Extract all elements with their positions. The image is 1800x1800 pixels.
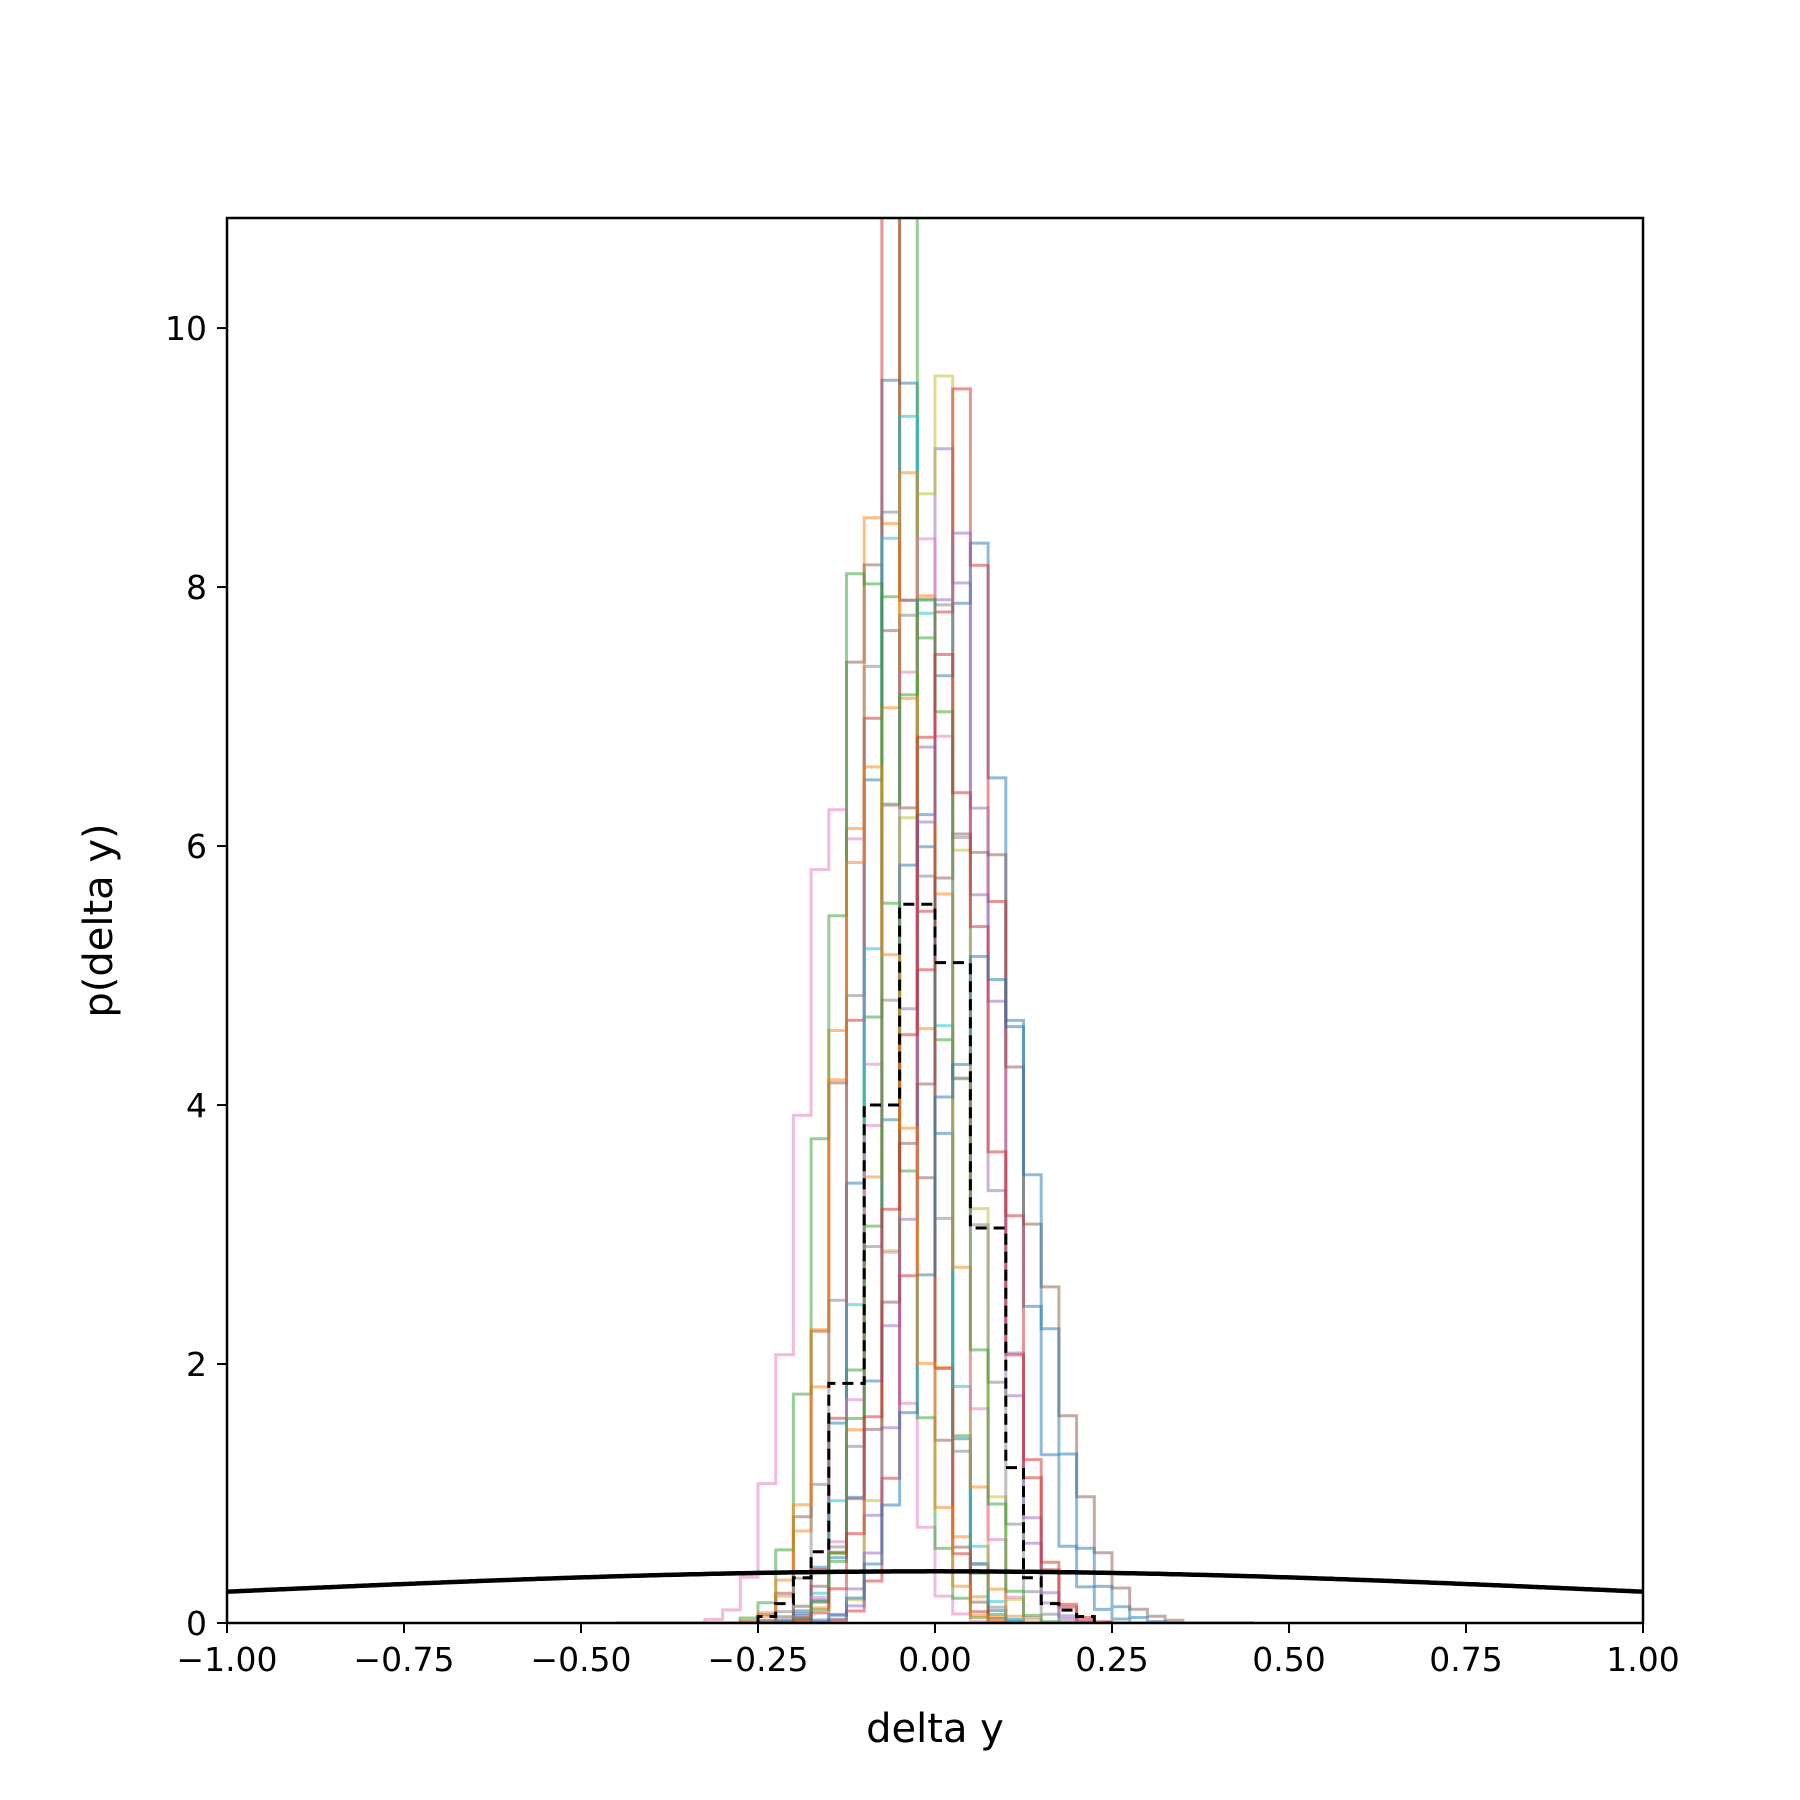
x-tick-label: 0.00 xyxy=(898,1640,971,1679)
mean-histogram-dashed xyxy=(756,902,1112,1623)
y-axis-label: p(delta y) xyxy=(76,823,122,1017)
histogram-series-9 xyxy=(616,374,1254,1623)
x-tick-label: 0.25 xyxy=(1075,1640,1148,1679)
x-tick-label: 0.50 xyxy=(1252,1640,1325,1679)
axes-frame xyxy=(225,216,1645,1625)
prior-gaussian-curve xyxy=(227,1569,1643,1594)
histogram-series-15 xyxy=(616,531,1254,1623)
y-tick-label: 8 xyxy=(186,568,207,607)
y-tick-label: 4 xyxy=(186,1086,207,1125)
histogram-series-17 xyxy=(616,537,1254,1623)
x-tick-label: 1.00 xyxy=(1606,1640,1679,1679)
plot-area xyxy=(227,218,1643,1623)
x-tick-label: −0.25 xyxy=(707,1640,808,1679)
y-tick-label: 0 xyxy=(186,1604,207,1643)
y-tick-label: 10 xyxy=(165,309,207,348)
axis-ticks: −1.00 −0.75 −0.50 −0.25 0.00 0.25 0.50 0.75 1.00… xyxy=(165,309,1680,1679)
histogram-series-22 xyxy=(616,765,1254,1623)
histogram-series-21 xyxy=(616,955,1254,1623)
histogram-series-19 xyxy=(616,598,1254,1623)
x-tick-label: −1.00 xyxy=(176,1640,277,1679)
x-tick-label: −0.75 xyxy=(353,1640,454,1679)
y-tick-label: 2 xyxy=(186,1345,207,1384)
x-tick-label: 0.75 xyxy=(1429,1640,1502,1679)
x-axis-label: delta y xyxy=(866,1706,1004,1752)
histogram-series-3 xyxy=(616,218,1254,1623)
x-tick-label: −0.50 xyxy=(530,1640,631,1679)
y-tick-label: 6 xyxy=(186,827,207,866)
